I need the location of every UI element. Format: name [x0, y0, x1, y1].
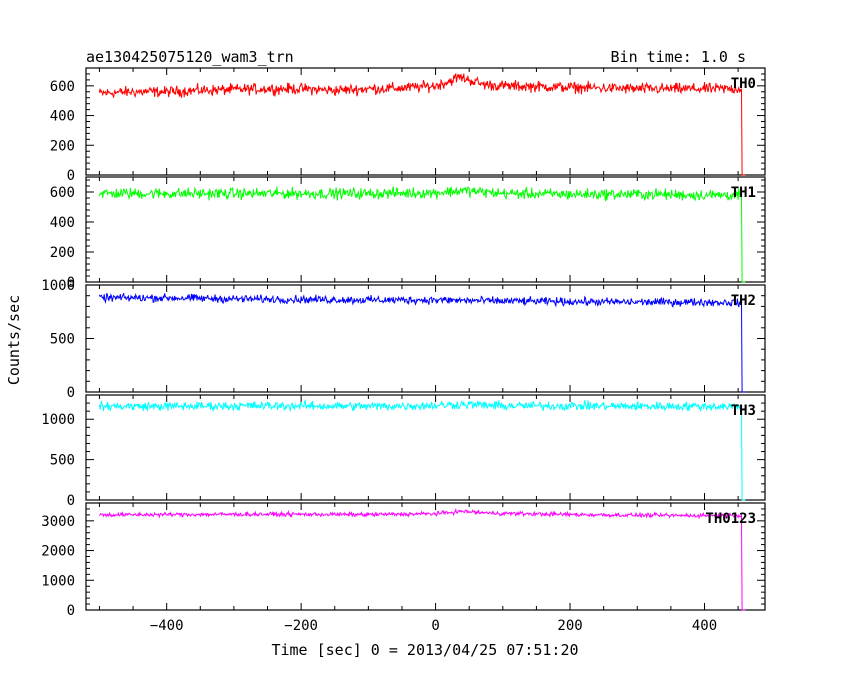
y-tick-label: 0: [67, 493, 75, 509]
y-tick-label: 200: [50, 245, 75, 261]
series-label-th2: TH2: [731, 293, 756, 309]
y-tick-label: 0: [67, 385, 75, 401]
panel-th0123: 0 1000 2000 3000 TH0123: [41, 502, 766, 619]
x-tick-label: 0: [431, 618, 439, 634]
y-tick-label: 1000: [41, 573, 75, 589]
panel-th2: 0 500 1000 TH2: [41, 278, 766, 401]
series-label-th3: TH3: [731, 403, 756, 419]
y-tick-label: 2000: [41, 544, 75, 560]
series-label-th1: TH1: [731, 185, 756, 201]
bin-time-label: Bin time: 1.0 s: [611, 48, 746, 66]
y-tick-label: 1000: [41, 278, 75, 294]
y-tick-label: 3000: [41, 514, 75, 530]
chart-title: ae130425075120_wam3_trn: [86, 48, 294, 66]
y-tick-label: 200: [50, 138, 75, 154]
panels-group: 0 200 400 600 TH0 0 200 400 600 TH1 0 500 1000 TH2 0 50…: [41, 67, 766, 619]
series-label-th0: TH0: [731, 76, 756, 92]
panel-th3: 0 500 1000 TH3: [41, 394, 766, 509]
panel-th0: 0 200 400 600 TH0: [50, 67, 766, 184]
y-tick-label: 600: [50, 79, 75, 95]
x-axis-label: Time [sec] 0 = 2013/04/25 07:51:20: [271, 641, 578, 659]
panel-th1: 0 200 400 600 TH1: [50, 176, 766, 291]
y-tick-label: 500: [50, 332, 75, 348]
series-line-th0: [98, 72, 746, 176]
y-tick-label: 1000: [41, 412, 75, 428]
y-tick-label: 0: [67, 168, 75, 184]
series-line-th3: [98, 399, 746, 501]
y-tick-label: 0: [67, 275, 75, 291]
series-line-th2: [98, 292, 746, 393]
y-axis-label: Counts/sec: [5, 295, 23, 385]
series-line-th1: [98, 186, 746, 283]
y-tick-label: 400: [50, 109, 75, 125]
y-tick-label: 600: [50, 185, 75, 201]
y-tick-label: 0: [67, 603, 75, 619]
y-tick-label: 500: [50, 453, 75, 469]
x-tick-label: −400: [150, 618, 184, 634]
x-tick-label: −200: [284, 618, 318, 634]
x-tick-label: 400: [692, 618, 717, 634]
x-tick-labels: −400 −200 0 200 400: [150, 618, 717, 634]
panel-frame: [85, 394, 766, 501]
series-label-th0123: TH0123: [705, 511, 756, 527]
x-tick-label: 200: [557, 618, 582, 634]
series-line-th0123: [99, 507, 746, 611]
panel-frame: [85, 67, 766, 176]
panel-frame: [85, 176, 766, 283]
panel-frame: [85, 502, 766, 611]
y-tick-label: 400: [50, 215, 75, 231]
